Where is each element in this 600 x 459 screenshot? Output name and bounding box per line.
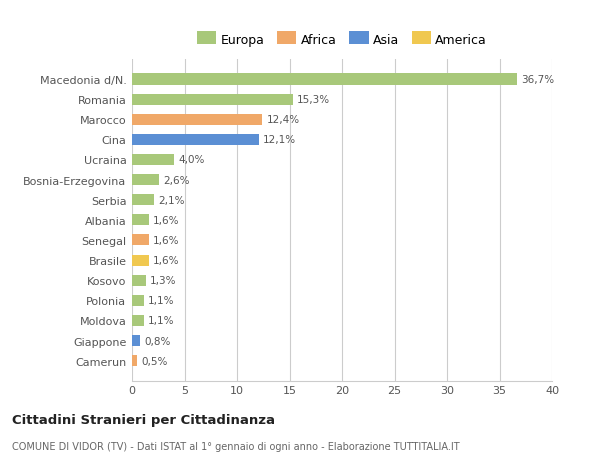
Text: Cittadini Stranieri per Cittadinanza: Cittadini Stranieri per Cittadinanza bbox=[12, 413, 275, 426]
Bar bbox=[132, 174, 160, 186]
Text: 12,1%: 12,1% bbox=[263, 135, 296, 145]
Text: 2,1%: 2,1% bbox=[158, 195, 185, 205]
Bar bbox=[132, 134, 259, 146]
Text: 36,7%: 36,7% bbox=[521, 75, 554, 85]
Bar bbox=[132, 255, 149, 266]
Text: 1,3%: 1,3% bbox=[150, 275, 176, 285]
Bar bbox=[132, 315, 143, 326]
Text: COMUNE DI VIDOR (TV) - Dati ISTAT al 1° gennaio di ogni anno - Elaborazione TUTT: COMUNE DI VIDOR (TV) - Dati ISTAT al 1° … bbox=[12, 441, 460, 451]
Bar bbox=[132, 275, 146, 286]
Text: 1,6%: 1,6% bbox=[153, 235, 179, 246]
Text: 4,0%: 4,0% bbox=[178, 155, 205, 165]
Text: 1,1%: 1,1% bbox=[148, 296, 174, 306]
Text: 1,6%: 1,6% bbox=[153, 215, 179, 225]
Bar bbox=[132, 74, 517, 85]
Text: 2,6%: 2,6% bbox=[163, 175, 190, 185]
Text: 1,6%: 1,6% bbox=[153, 256, 179, 265]
Text: 15,3%: 15,3% bbox=[297, 95, 330, 105]
Text: 1,1%: 1,1% bbox=[148, 316, 174, 326]
Bar bbox=[132, 235, 149, 246]
Bar bbox=[132, 95, 293, 106]
Text: 0,8%: 0,8% bbox=[145, 336, 171, 346]
Bar bbox=[132, 155, 174, 166]
Bar bbox=[132, 295, 143, 306]
Text: 0,5%: 0,5% bbox=[142, 356, 168, 366]
Bar bbox=[132, 355, 137, 366]
Legend: Europa, Africa, Asia, America: Europa, Africa, Asia, America bbox=[197, 34, 487, 47]
Bar bbox=[132, 215, 149, 226]
Bar bbox=[132, 114, 262, 125]
Bar bbox=[132, 335, 140, 346]
Bar bbox=[132, 195, 154, 206]
Text: 12,4%: 12,4% bbox=[266, 115, 299, 125]
